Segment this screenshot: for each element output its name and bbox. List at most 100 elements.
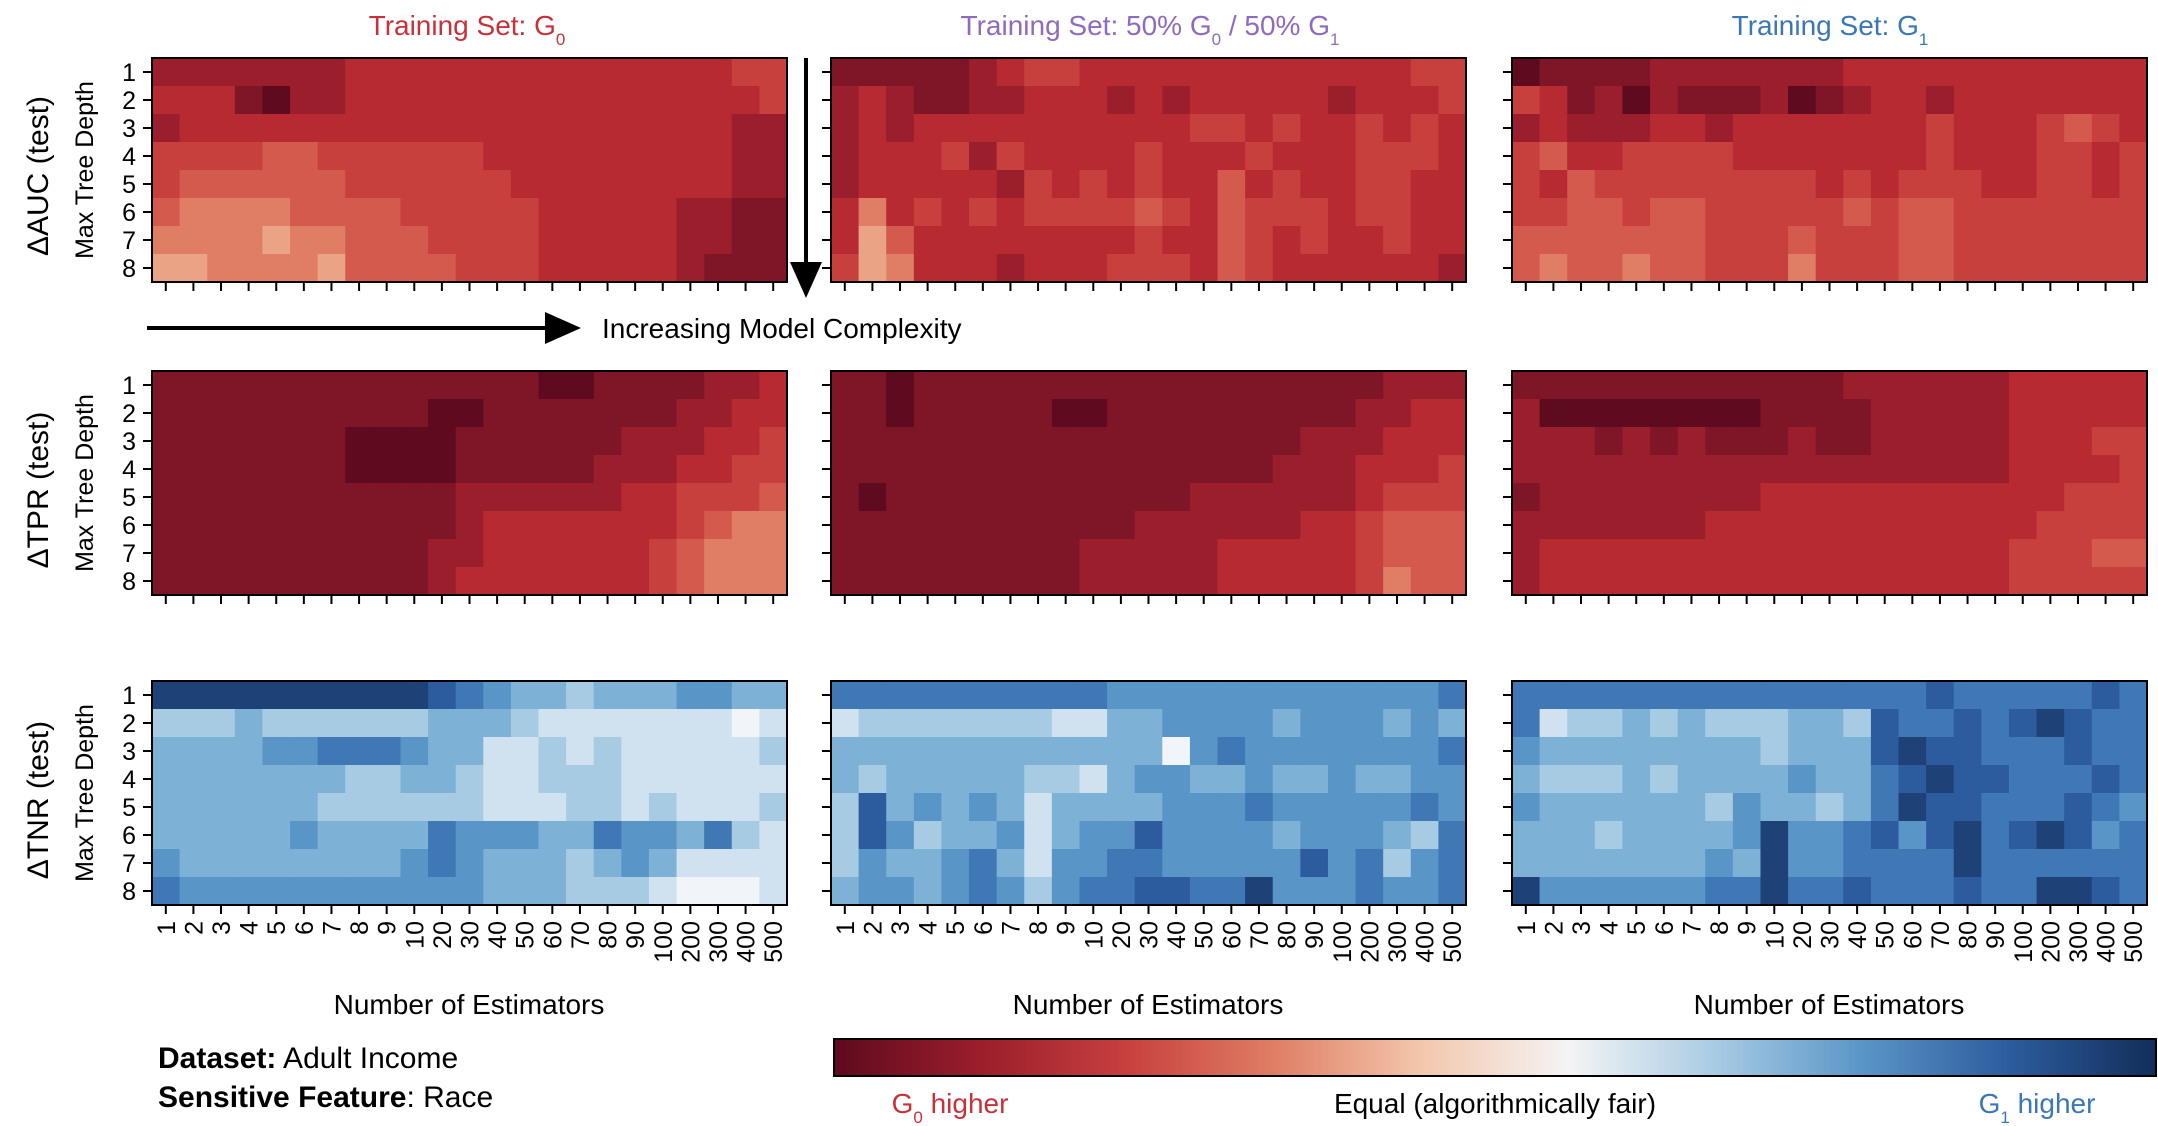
heatmap-cell [1438,793,1467,822]
heatmap-cell [510,170,540,199]
heatmap-cell [1622,483,1651,512]
heatmap-cell [1622,226,1651,255]
heatmap-cell [152,427,181,456]
heatmap-cell [317,681,346,710]
y-tick-label: 4 [122,456,136,484]
heatmap-cell [831,539,860,568]
heatmap-cell [1953,114,1982,143]
heatmap-cell [913,567,943,596]
heatmap-cell [704,170,733,199]
heatmap-cell [1539,170,1568,199]
heatmap-cell [428,399,457,428]
heatmap-cell [648,427,678,456]
heatmap-cell [566,849,595,878]
heatmap-cell [1539,737,1568,766]
heatmap-cell [1898,539,1927,568]
y-tick-label: 2 [122,400,136,428]
heatmap-cell [1300,849,1329,878]
heatmap-cell [234,877,264,906]
heatmap-cell [621,254,650,283]
heatmap-cell [969,849,998,878]
heatmap-cell [290,681,319,710]
heatmap-cell [400,226,429,255]
heatmap-cell [593,793,622,822]
heatmap-cell [1981,681,2010,710]
heatmap-cell [234,427,264,456]
heatmap-cell [290,793,319,822]
heatmap-cell [372,793,402,822]
heatmap-cell [1732,170,1762,199]
heatmap-cell [1926,567,1955,596]
heatmap-cell [1815,86,1844,115]
heatmap-cell [886,142,915,171]
dataset-info: Dataset: Adult Income [158,1040,458,1078]
heatmap-cell [731,793,760,822]
heatmap-cell [1189,737,1219,766]
heatmap-cell [1079,737,1108,766]
heatmap-cell [510,821,540,850]
heatmap-cell [1788,765,1817,794]
heatmap-cell [1567,254,1596,283]
x-axis-label-mixed: Number of Estimators [1013,989,1284,1020]
heatmap-cell [913,737,943,766]
heatmap-cell [1134,737,1163,766]
heatmap-cell [831,821,860,850]
heatmap-cell [207,58,236,87]
heatmap-cell [179,198,208,227]
heatmap-cell [400,254,429,283]
heatmap-cell [1953,539,1982,568]
heatmap-cell [510,709,540,738]
heatmap-cell [1843,511,1872,540]
heatmap-cell [1079,254,1108,283]
heatmap-cell [1383,539,1412,568]
heatmap-cell [2064,709,2093,738]
heatmap-cell [1843,254,1872,283]
heatmap-cell [1107,226,1136,255]
heatmap-cell [1650,511,1679,540]
heatmap-cell [2064,567,2093,596]
heatmap-cell [1217,511,1246,540]
heatmap-cell [1539,198,1568,227]
heatmap-cell [1953,709,1982,738]
heatmap-cell [1870,86,1900,115]
heatmap-cell [1245,170,1274,199]
heatmap-cell [941,86,970,115]
heatmap-cell [1189,58,1219,87]
heatmap-cell [1677,427,1706,456]
x-tick-label: 1 [153,921,181,935]
column-title-mixed: Training Set: 50% G0 / 50% G1 [961,10,1340,49]
heatmap-cell [1981,765,2010,794]
heatmap-cell [1134,567,1163,596]
heatmap-cell [483,170,512,199]
heatmap-cell [1512,114,1541,143]
heatmap-cell [152,254,181,283]
heatmap-cell [428,709,457,738]
heatmap-cell [858,567,887,596]
heatmap-cell [345,511,374,540]
heatmap-cell [1512,849,1541,878]
y-tick-label: 6 [122,199,136,227]
heatmap-cell [1383,709,1412,738]
heatmap-cell [1300,198,1329,227]
heatmap-cell [1870,483,1900,512]
heatmap-cell [179,170,208,199]
heatmap-cell [345,765,374,794]
heatmap-cell [1327,567,1357,596]
heatmap-cell [969,681,998,710]
heatmap-cell [428,567,457,596]
heatmap-cell [1870,142,1900,171]
heatmap-cell [179,58,208,87]
heatmap-cell [1410,254,1439,283]
heatmap-cell [2036,765,2065,794]
heatmap-cell [886,681,915,710]
heatmap-cell [538,371,567,400]
heatmap-cell [969,399,998,428]
heatmap-cell [1843,455,1872,484]
heatmap-cell [1622,142,1651,171]
heatmap-cell [2091,681,2120,710]
heatmap-cell [1843,765,1872,794]
heatmap-cell [372,539,402,568]
heatmap-cell [1650,877,1679,906]
heatmap-cell [1788,821,1817,850]
heatmap-cell [1189,399,1219,428]
